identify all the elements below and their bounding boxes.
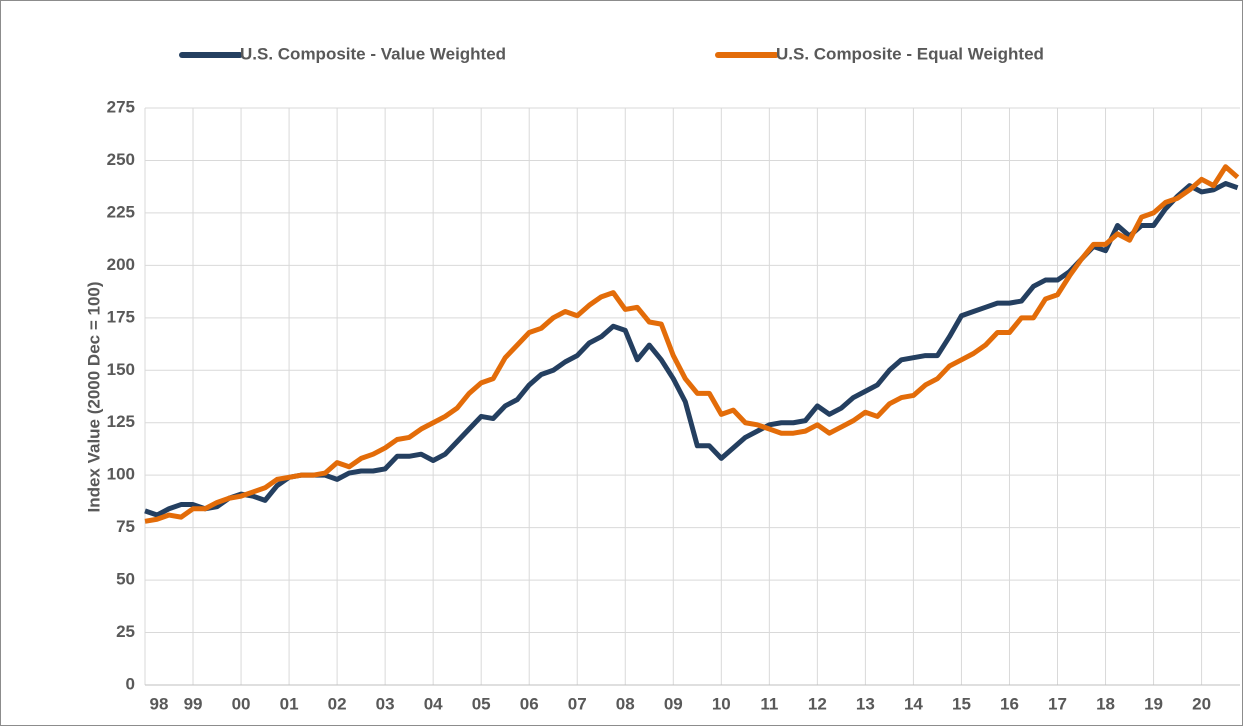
x-tick-label: 18 bbox=[1096, 694, 1115, 713]
x-tick-label: 11 bbox=[760, 694, 778, 713]
y-tick-label: 0 bbox=[126, 674, 135, 693]
y-tick-label: 50 bbox=[116, 570, 135, 589]
x-tick-label: 08 bbox=[616, 694, 635, 713]
x-tick-label: 16 bbox=[1000, 694, 1019, 713]
y-tick-label: 125 bbox=[107, 412, 135, 431]
x-tick-label: 07 bbox=[568, 694, 587, 713]
x-tick-label: 04 bbox=[424, 694, 443, 713]
x-tick-label: 10 bbox=[712, 694, 731, 713]
y-tick-label: 150 bbox=[107, 360, 135, 379]
x-tick-label: 02 bbox=[328, 694, 347, 713]
x-tick-label: 99 bbox=[184, 694, 203, 713]
y-tick-label: 200 bbox=[107, 255, 135, 274]
x-tick-label: 13 bbox=[856, 694, 875, 713]
x-tick-label: 06 bbox=[520, 694, 539, 713]
x-tick-label: 20 bbox=[1192, 694, 1211, 713]
y-tick-label: 100 bbox=[107, 465, 135, 484]
x-tick-label: 01 bbox=[280, 694, 299, 713]
x-tick-label: 05 bbox=[472, 694, 491, 713]
y-tick-label: 250 bbox=[107, 150, 135, 169]
x-tick-label: 15 bbox=[952, 694, 971, 713]
x-tick-label: 03 bbox=[376, 694, 395, 713]
x-tick-label: 14 bbox=[904, 694, 923, 713]
x-tick-label: 09 bbox=[664, 694, 683, 713]
y-tick-label: 275 bbox=[107, 97, 135, 116]
series-line bbox=[144, 164, 1240, 524]
y-tick-label: 175 bbox=[107, 307, 135, 326]
y-tick-label: 225 bbox=[107, 202, 135, 221]
x-tick-label: 17 bbox=[1048, 694, 1067, 713]
legend-label: U.S. Composite - Equal Weighted bbox=[776, 44, 1044, 63]
y-axis-title: Index Value (2000 Dec = 100) bbox=[84, 281, 103, 512]
x-tick-label: 12 bbox=[808, 694, 827, 713]
y-tick-label: 25 bbox=[116, 622, 135, 641]
x-tick-label: 98 bbox=[150, 694, 169, 713]
x-tick-label: 19 bbox=[1144, 694, 1163, 713]
legend-label: U.S. Composite - Value Weighted bbox=[240, 44, 506, 63]
y-tick-label: 75 bbox=[116, 517, 135, 536]
x-tick-label: 00 bbox=[232, 694, 251, 713]
series-line bbox=[144, 181, 1239, 518]
